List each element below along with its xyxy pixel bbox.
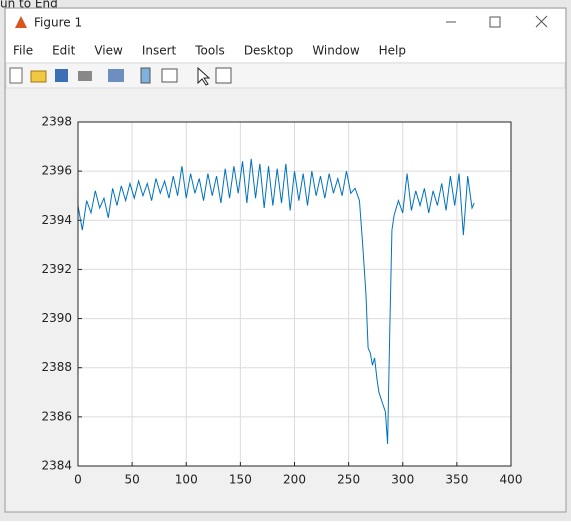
new-icon[interactable] <box>9 67 23 84</box>
menu-bar <box>6 38 565 62</box>
x-tick-label: 250 <box>337 473 360 487</box>
menu-item[interactable]: Tools <box>194 44 225 58</box>
x-tick-label: 300 <box>391 473 414 487</box>
legend-icon[interactable] <box>161 68 178 83</box>
property-icon[interactable] <box>215 67 232 84</box>
link-icon[interactable] <box>108 69 124 82</box>
menu-item[interactable]: Desktop <box>244 44 294 58</box>
x-tick-label: 150 <box>229 473 252 487</box>
x-tick-label: 100 <box>175 473 198 487</box>
menu-item[interactable]: Insert <box>142 44 177 58</box>
app-icon <box>15 16 27 28</box>
menu-item[interactable]: Window <box>312 44 360 58</box>
x-tick-label: 0 <box>74 473 82 487</box>
print-icon[interactable] <box>78 71 92 81</box>
title-bar <box>6 9 565 38</box>
window-title: Figure 1 <box>34 16 82 30</box>
x-tick-label: 350 <box>445 473 468 487</box>
x-tick-label: 400 <box>500 473 523 487</box>
menu-item[interactable]: Help <box>379 44 406 58</box>
close-button[interactable] <box>535 15 548 28</box>
x-tick-label: 50 <box>124 473 139 487</box>
y-tick-label: 2390 <box>41 311 72 325</box>
colorbar-icon[interactable] <box>140 67 151 84</box>
y-tick-label: 2392 <box>41 262 72 276</box>
toolbar <box>5 62 566 89</box>
toolbar-icons <box>9 66 232 86</box>
background-text: un to End <box>0 0 58 11</box>
axes-box <box>77 121 512 467</box>
menu: File Edit View Insert Tools Desktop Window Help <box>13 44 406 58</box>
y-tick-label: 2388 <box>41 360 72 374</box>
menu-item[interactable]: Edit <box>52 44 76 58</box>
save-icon[interactable] <box>55 69 68 82</box>
plot: 2384 2386 2388 2390 2392 2394 2396 2398 0 50 100 15… <box>41 115 522 487</box>
maximize-button[interactable] <box>489 16 501 28</box>
y-tick-label: 2394 <box>41 213 72 227</box>
y-tick-label: 2386 <box>41 409 72 423</box>
open-icon[interactable] <box>30 70 47 83</box>
y-tick-label: 2396 <box>41 164 72 178</box>
pointer-icon[interactable] <box>197 66 211 86</box>
x-tick-label: 200 <box>283 473 306 487</box>
menu-item[interactable]: File <box>13 44 33 58</box>
menu-item[interactable]: View <box>94 44 123 58</box>
data-line <box>77 158 475 444</box>
y-tick-label: 2398 <box>41 115 72 129</box>
y-tick-label: 2384 <box>41 459 72 473</box>
